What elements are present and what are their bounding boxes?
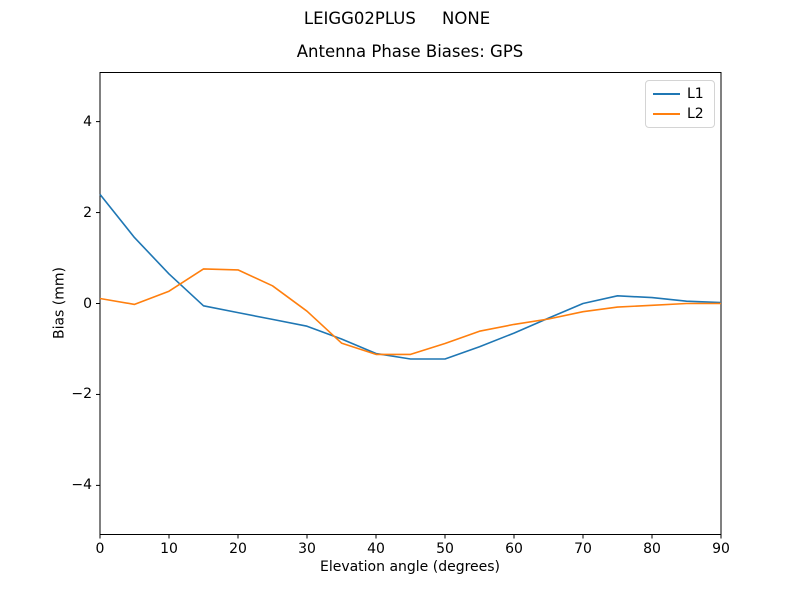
y-tick-label: −4 xyxy=(71,477,92,494)
series-line-L2 xyxy=(99,268,721,356)
y-tick-label: −2 xyxy=(71,386,92,403)
x-tick-label: 30 xyxy=(298,541,316,557)
x-axis-label: Elevation angle (degrees) xyxy=(319,559,501,575)
x-tick-label: 60 xyxy=(505,541,523,557)
x-tick-label: 0 xyxy=(95,541,105,557)
axes-title: Antenna Phase Biases: GPS xyxy=(296,42,524,61)
x-tick-label: 40 xyxy=(367,541,385,557)
y-tick-label: 4 xyxy=(83,113,92,130)
legend-entry-L1: L1 xyxy=(653,86,707,102)
figure-suptitle: LEIGG02PLUS NONE xyxy=(303,9,491,28)
x-tick-label: 20 xyxy=(229,541,247,557)
series-line-L1 xyxy=(99,193,722,360)
y-tick-label: 2 xyxy=(83,204,92,221)
y-tick-label: 0 xyxy=(83,295,92,312)
x-tick-label: 80 xyxy=(643,541,661,557)
x-tick-label: 50 xyxy=(436,541,454,557)
legend-label-L2: L2 xyxy=(687,105,704,122)
legend-label-L1: L1 xyxy=(687,86,704,103)
x-tick-label: 90 xyxy=(712,541,730,557)
x-tick-label: 70 xyxy=(574,541,592,557)
legend-entry-L2: L2 xyxy=(653,106,707,122)
legend-line-sample-L1 xyxy=(653,93,680,96)
y-axis-label: Bias (mm) xyxy=(51,266,68,340)
legend-line-sample-L2 xyxy=(653,112,680,115)
legend: L1 L2 xyxy=(645,80,715,128)
x-tick-label: 10 xyxy=(160,541,178,557)
axes-spines xyxy=(99,72,722,535)
